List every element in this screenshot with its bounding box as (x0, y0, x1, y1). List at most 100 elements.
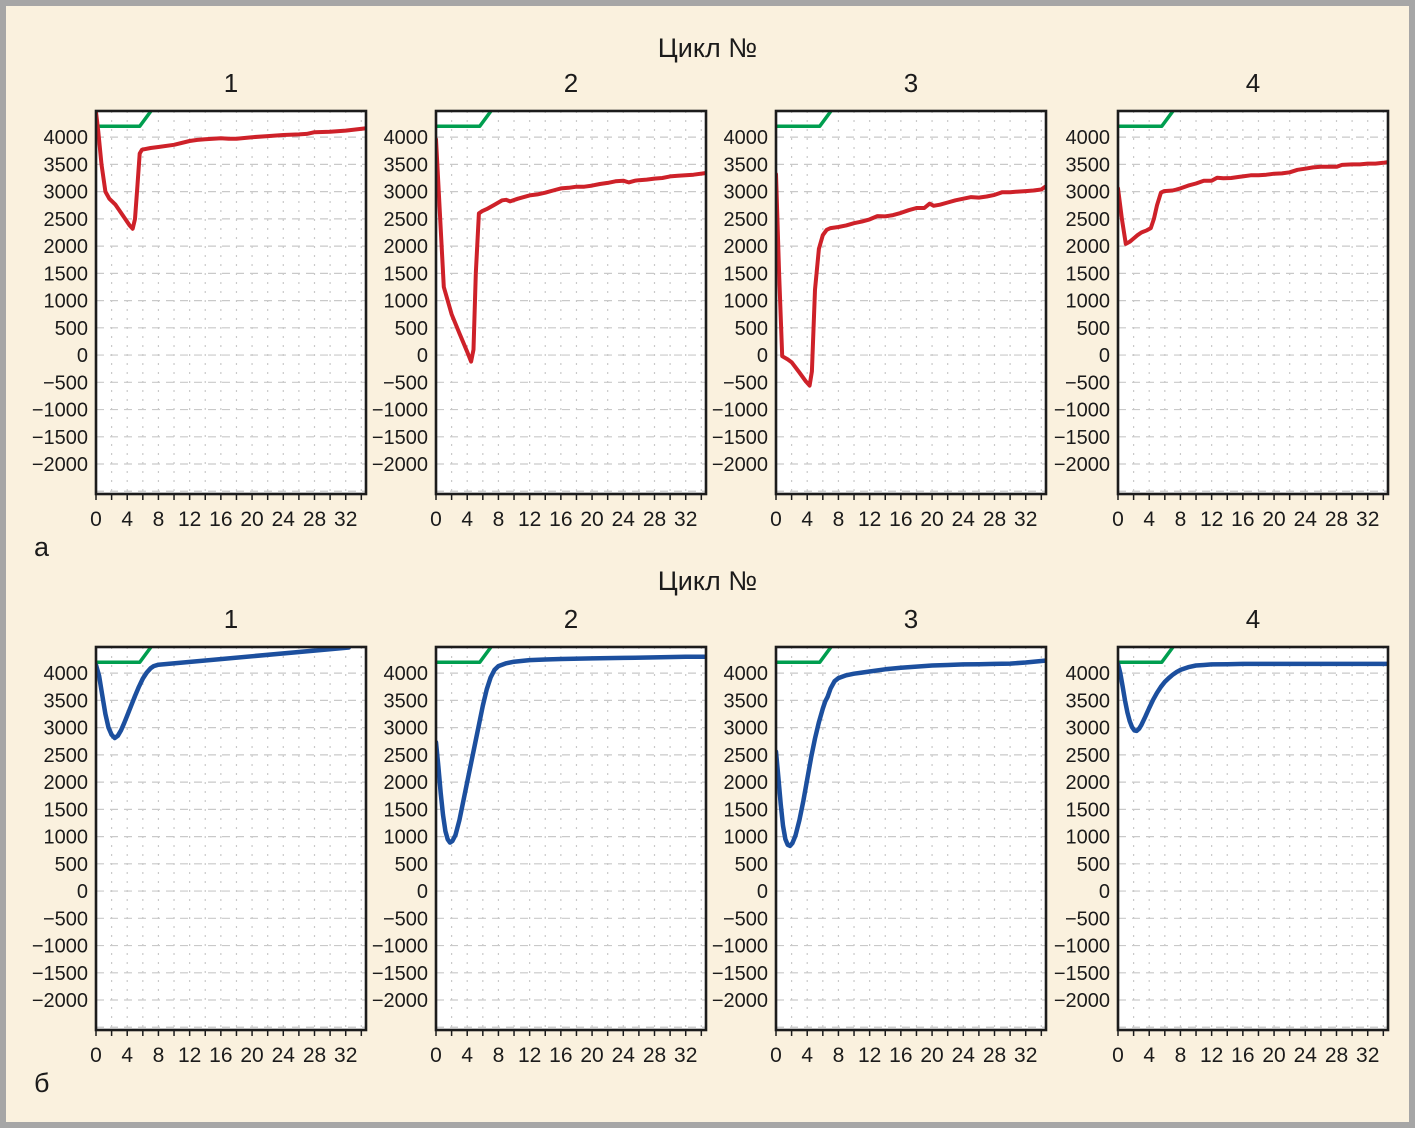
chart-b2: 2 0 4 8 12 16 20 24 28 32 4000 3500 3000 2500 2000 150… (371, 604, 714, 1087)
svg-text:4: 4 (801, 1044, 813, 1067)
svg-text:16: 16 (889, 508, 912, 531)
svg-text:−2000: −2000 (372, 454, 428, 476)
svg-text:32: 32 (1356, 1044, 1379, 1067)
svg-text:2500: 2500 (384, 209, 429, 231)
svg-text:24: 24 (952, 1044, 976, 1067)
svg-text:0: 0 (430, 1044, 442, 1067)
svg-text:24: 24 (272, 508, 296, 531)
svg-text:16: 16 (209, 1044, 232, 1067)
svg-text:1500: 1500 (44, 799, 89, 821)
svg-text:4: 4 (121, 508, 133, 531)
svg-text:16: 16 (1231, 1044, 1254, 1067)
svg-text:20: 20 (580, 1044, 603, 1067)
chart-b4-title: 4 (1245, 604, 1261, 634)
svg-text:−2000: −2000 (1054, 454, 1110, 476)
svg-text:12: 12 (1200, 508, 1223, 531)
svg-text:2000: 2000 (1066, 772, 1111, 794)
svg-text:−2000: −2000 (32, 454, 88, 476)
row-b-label: б (34, 1068, 50, 1098)
svg-text:12: 12 (518, 508, 541, 531)
svg-text:−500: −500 (1065, 908, 1110, 930)
svg-text:12: 12 (178, 1044, 201, 1067)
svg-text:−1500: −1500 (712, 963, 768, 985)
svg-text:−500: −500 (723, 908, 768, 930)
chart-a3: 3 0 4 8 12 16 20 24 28 32 4000 3500 3000 2500 2000 150… (711, 68, 1054, 551)
svg-text:−500: −500 (43, 372, 88, 394)
svg-text:20: 20 (240, 1044, 263, 1067)
chart-a1-canvas: 0 4 8 12 16 20 24 28 324000350030002500200015001… (32, 109, 368, 531)
svg-text:3500: 3500 (724, 690, 769, 712)
svg-text:−500: −500 (383, 372, 428, 394)
svg-text:3500: 3500 (384, 154, 429, 176)
svg-text:4000: 4000 (724, 663, 769, 685)
svg-text:500: 500 (395, 854, 428, 876)
svg-text:−2000: −2000 (712, 454, 768, 476)
svg-text:2000: 2000 (1066, 236, 1111, 258)
svg-text:3000: 3000 (724, 182, 769, 204)
svg-text:1000: 1000 (724, 291, 769, 313)
svg-text:1000: 1000 (44, 291, 89, 313)
svg-text:0: 0 (1099, 881, 1110, 903)
svg-text:32: 32 (1014, 508, 1037, 531)
svg-text:3500: 3500 (44, 690, 89, 712)
svg-text:4: 4 (1143, 1044, 1155, 1067)
chart-a4-title: 4 (1245, 68, 1261, 98)
chart-a4: 4 0 4 8 12 16 20 24 28 32 4000 3500 3000 2500 2000 150… (1053, 68, 1396, 551)
svg-text:−1000: −1000 (372, 936, 428, 958)
svg-text:−2000: −2000 (372, 990, 428, 1012)
svg-text:1500: 1500 (724, 799, 769, 821)
svg-text:4000: 4000 (724, 127, 769, 149)
svg-text:4: 4 (121, 1044, 133, 1067)
svg-text:8: 8 (1175, 508, 1187, 531)
svg-text:1000: 1000 (384, 827, 429, 849)
svg-text:3000: 3000 (384, 182, 429, 204)
svg-text:28: 28 (983, 508, 1006, 531)
svg-text:0: 0 (417, 881, 428, 903)
svg-text:0: 0 (77, 881, 88, 903)
svg-text:20: 20 (920, 1044, 943, 1067)
svg-text:2000: 2000 (44, 772, 89, 794)
svg-text:1000: 1000 (724, 827, 769, 849)
svg-text:8: 8 (833, 1044, 845, 1067)
svg-text:4000: 4000 (1066, 663, 1111, 685)
svg-text:16: 16 (1231, 508, 1254, 531)
chart-a2: 2 0 4 8 12 16 20 24 28 32 4000 3500 3000 2500 2000 150… (371, 68, 714, 551)
svg-text:24: 24 (1294, 1044, 1318, 1067)
chart-b3-title: 3 (903, 604, 919, 634)
svg-text:−2000: −2000 (1054, 990, 1110, 1012)
svg-text:4000: 4000 (384, 663, 429, 685)
svg-text:1500: 1500 (1066, 263, 1111, 285)
svg-text:12: 12 (1200, 1044, 1223, 1067)
svg-text:12: 12 (858, 508, 881, 531)
row-a-title: Цикл № (657, 33, 758, 63)
svg-text:2500: 2500 (384, 745, 429, 767)
svg-text:3000: 3000 (1066, 182, 1111, 204)
svg-text:−500: −500 (383, 908, 428, 930)
svg-text:4000: 4000 (1066, 127, 1111, 149)
svg-text:0: 0 (1112, 508, 1124, 531)
svg-text:2500: 2500 (44, 209, 89, 231)
svg-text:3500: 3500 (384, 690, 429, 712)
svg-text:1000: 1000 (1066, 827, 1111, 849)
svg-text:3000: 3000 (724, 718, 769, 740)
svg-text:−1000: −1000 (712, 400, 768, 422)
svg-text:3000: 3000 (44, 718, 89, 740)
svg-text:−2000: −2000 (712, 990, 768, 1012)
svg-text:−1500: −1500 (372, 427, 428, 449)
svg-text:24: 24 (612, 1044, 636, 1067)
svg-text:−500: −500 (723, 372, 768, 394)
svg-text:2000: 2000 (724, 236, 769, 258)
chart-b2-title: 2 (563, 604, 579, 634)
chart-a2-title: 2 (563, 68, 579, 98)
svg-text:4000: 4000 (44, 127, 89, 149)
svg-text:1500: 1500 (724, 263, 769, 285)
svg-text:20: 20 (240, 508, 263, 531)
chart-a4-canvas: 0 4 8 12 16 20 24 28 324000350030002500200015001… (1054, 109, 1390, 531)
svg-text:4000: 4000 (384, 127, 429, 149)
svg-text:32: 32 (674, 1044, 697, 1067)
svg-text:3500: 3500 (1066, 690, 1111, 712)
svg-text:8: 8 (153, 1044, 165, 1067)
svg-text:−500: −500 (1065, 372, 1110, 394)
svg-text:4: 4 (1143, 508, 1155, 531)
